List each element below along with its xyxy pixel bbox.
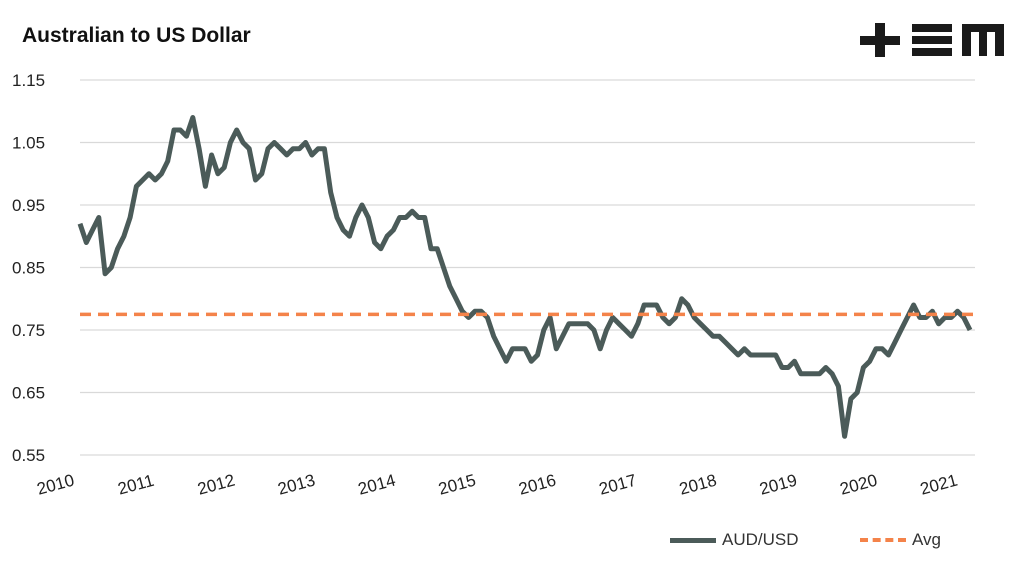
y-tick-label: 0.95	[12, 196, 45, 215]
y-tick-label: 1.15	[12, 71, 45, 90]
legend-label-aud: AUD/USD	[722, 530, 799, 549]
x-tick-label: 2010	[35, 471, 76, 499]
y-tick-label: 0.85	[12, 259, 45, 278]
legend-item-aud: AUD/USD	[670, 530, 799, 550]
aud-usd-line	[77, 115, 973, 439]
y-tick-label: 1.05	[12, 134, 45, 153]
x-tick-label: 2015	[436, 471, 477, 499]
x-tick-label: 2016	[517, 471, 558, 499]
x-tick-label: 2013	[276, 471, 317, 499]
legend-item-avg: Avg	[860, 530, 941, 550]
x-tick-label: 2020	[838, 471, 879, 499]
x-tick-label: 2014	[356, 471, 397, 499]
y-tick-label: 0.65	[12, 384, 45, 403]
x-tick-label: 2021	[918, 471, 959, 499]
y-tick-label: 0.75	[12, 321, 45, 340]
x-tick-label: 2017	[597, 471, 638, 499]
x-tick-label: 2018	[677, 471, 718, 499]
x-tick-label: 2019	[758, 471, 799, 499]
y-tick-label: 0.55	[12, 446, 45, 465]
x-tick-label: 2011	[116, 471, 156, 499]
legend-label-avg: Avg	[912, 530, 941, 549]
tem-logo	[860, 23, 1004, 57]
chart-title: Australian to US Dollar	[22, 24, 251, 47]
x-tick-label: 2012	[195, 471, 236, 499]
